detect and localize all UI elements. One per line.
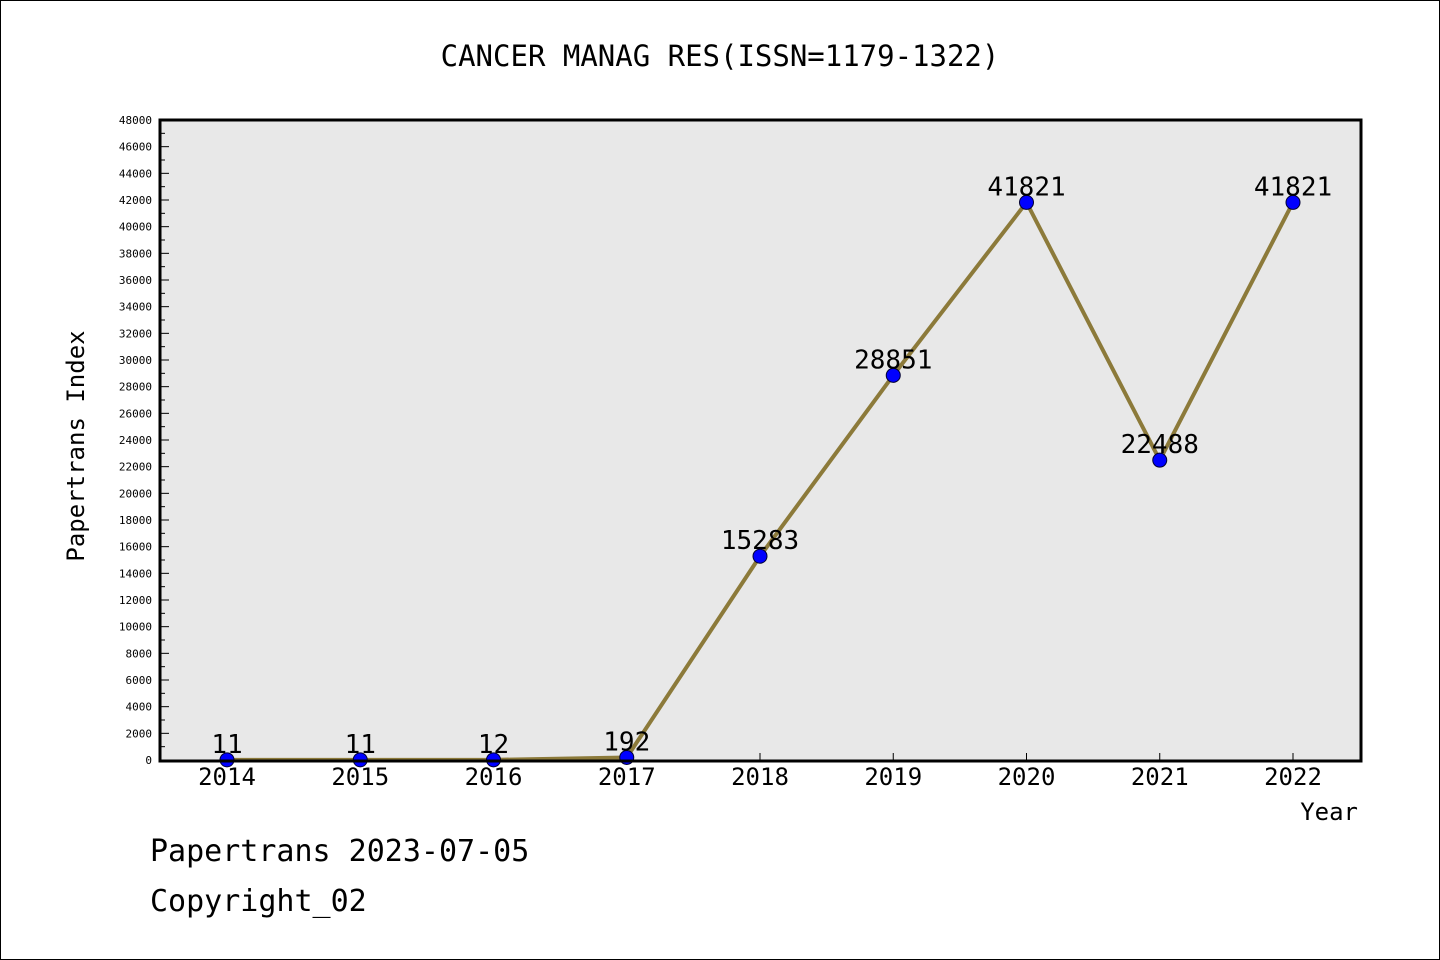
y-axis-label: Papertrans Index	[62, 330, 90, 561]
footer-date: Papertrans 2023-07-05	[150, 834, 530, 869]
data-label: 12	[478, 730, 509, 760]
data-point	[1285, 194, 1301, 210]
data-label: 41821	[1254, 172, 1332, 202]
y-tick-label: 2000	[126, 727, 153, 740]
y-tick-label: 30000	[119, 354, 152, 367]
y-tick-label: 44000	[119, 167, 152, 180]
data-label: 11	[211, 730, 242, 760]
data-label: 28851	[854, 345, 932, 375]
y-tick-label: 16000	[119, 541, 152, 554]
footer-copyright: Copyright_02	[150, 884, 367, 919]
y-tick-label: 4000	[126, 701, 153, 714]
x-tick-label: 2020	[998, 763, 1056, 791]
data-label: 41821	[987, 172, 1065, 202]
x-tick-label: 2021	[1131, 763, 1189, 791]
plot-border	[158, 118, 1363, 763]
data-label: 192	[603, 727, 650, 757]
data-labels: 11 11 12 192 15283 28851 41821 22488 41821	[211, 172, 1332, 759]
data-label: 15283	[721, 526, 799, 556]
y-tick-label: 32000	[119, 327, 152, 340]
y-tick-label: 18000	[119, 514, 152, 527]
y-tick-label: 34000	[119, 301, 152, 314]
y-tick-label: 36000	[119, 274, 152, 287]
y-tick-label: 10000	[119, 621, 152, 634]
data-point	[1019, 194, 1034, 210]
y-tick-label: 48000	[119, 114, 152, 127]
y-axis-ticks: 0 2000 4000 6000 8000 10000 12000 14000 16000 180…	[119, 114, 169, 767]
plot-area	[160, 120, 1361, 761]
y-tick-label: 46000	[119, 141, 152, 154]
x-axis-ticks: 2014 2015 2016 2017 2018 2019 2020 2021 2022	[198, 753, 1322, 791]
x-tick-label: 2022	[1264, 763, 1322, 791]
y-tick-label: 26000	[119, 407, 152, 420]
x-axis-label: Year	[1300, 798, 1358, 826]
x-tick-label: 2014	[198, 763, 256, 791]
y-tick-label: 12000	[119, 594, 152, 607]
x-tick-label: 2018	[731, 763, 789, 791]
data-point	[885, 367, 901, 383]
y-tick-label: 40000	[119, 221, 152, 234]
y-tick-label: 0	[145, 754, 152, 767]
y-tick-label: 8000	[126, 647, 153, 660]
data-label: 22488	[1121, 430, 1199, 460]
y-tick-label: 6000	[126, 674, 153, 687]
y-tick-label: 42000	[119, 194, 152, 207]
x-tick-label: 2016	[465, 763, 523, 791]
y-tick-label: 24000	[119, 434, 152, 447]
data-point	[752, 548, 768, 564]
y-tick-label: 22000	[119, 461, 152, 474]
data-label: 11	[345, 730, 376, 760]
x-tick-label: 2015	[331, 763, 389, 791]
y-tick-label: 28000	[119, 381, 152, 394]
data-point	[1152, 452, 1168, 468]
y-tick-label: 20000	[119, 487, 152, 500]
chart-title: CANCER MANAG RES(ISSN=1179-1322)	[441, 39, 1000, 73]
x-tick-label: 2017	[598, 763, 656, 791]
x-tick-label: 2019	[864, 763, 922, 791]
y-tick-label: 38000	[119, 247, 152, 260]
y-tick-label: 14000	[119, 567, 152, 580]
